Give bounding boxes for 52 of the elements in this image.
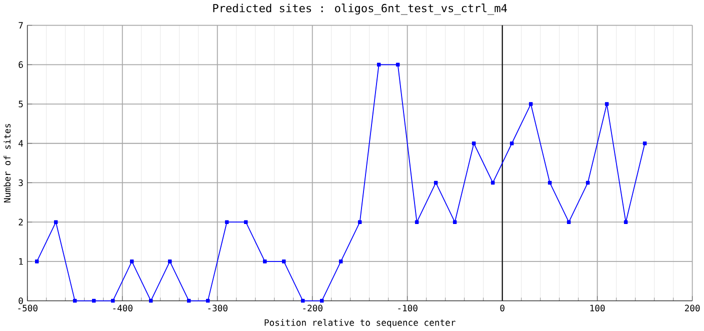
y-tick-label: 1 [19,258,23,265]
point [528,102,533,106]
point [586,180,590,184]
point [490,180,495,184]
x-tick-label: -500 [18,304,38,312]
point [34,259,39,264]
x-tick-label: -300 [208,304,228,312]
point [244,220,248,224]
y-tick-label: 4 [18,140,24,146]
point [376,62,381,66]
point [452,220,457,224]
x-axis-title: Position relative to sequence center [264,318,456,328]
point [604,102,609,106]
point [168,259,172,264]
point [624,220,628,224]
x-tick-label: -400 [113,304,132,312]
y-tick-label: 3 [18,179,23,186]
point [262,259,267,264]
point [472,141,476,146]
point [320,298,324,303]
point [396,62,400,66]
point [510,141,514,146]
x-tick-label: 100 [590,304,605,312]
point [300,298,305,303]
point [72,298,77,303]
point [434,180,438,184]
point [54,220,58,224]
point [206,298,210,303]
chart-title: Predicted sites : oligos_6nt_test_vs_ctrl_m4 [213,4,507,15]
point [224,220,229,224]
x-tick-label: -100 [398,304,418,312]
point [130,259,134,264]
point [548,180,552,184]
y-tick-label: 2 [18,218,23,226]
x-tick-label: 0 [500,304,504,312]
point [282,259,286,264]
y-tick-label: 7 [18,22,23,28]
y-tick-label: 5 [18,100,23,108]
y-tick-label: 6 [18,61,23,68]
point [414,220,419,224]
y-axis-title: Number of sites [4,124,11,202]
point [566,220,571,224]
point [186,298,191,303]
point [148,298,153,303]
point [642,141,647,146]
point [358,220,362,224]
x-tick-label: 200 [684,304,700,312]
point [92,298,96,303]
x-tick-label: -200 [303,304,322,312]
y-tick-label: 0 [18,297,23,304]
point [110,298,115,303]
point [338,259,343,264]
